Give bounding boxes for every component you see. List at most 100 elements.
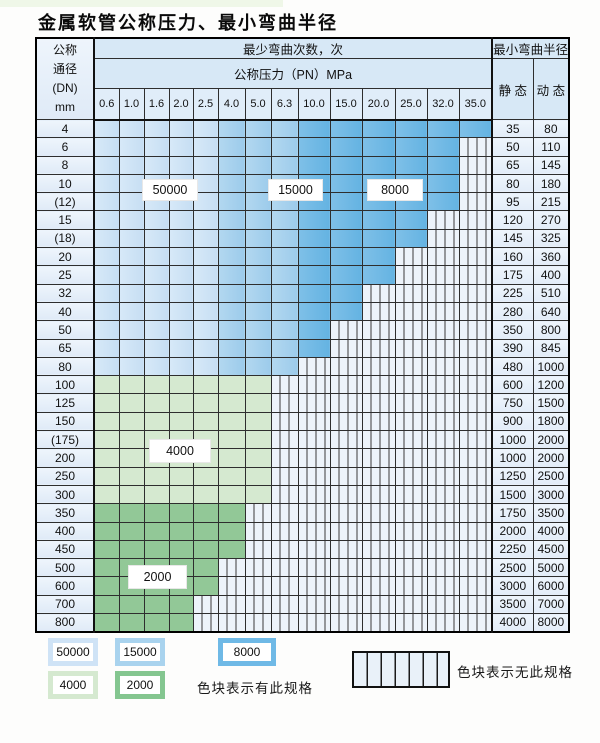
spec-cell: [143, 283, 170, 303]
spec-cell: [168, 356, 194, 377]
spec-cell: [329, 301, 363, 322]
static-radius-cell: 750: [491, 393, 534, 413]
spec-cell: [93, 521, 120, 541]
spec-cell: [426, 265, 460, 285]
spec-cell: [143, 137, 170, 157]
pn-header-cell: 15.0: [329, 88, 363, 121]
spec-cell: [329, 503, 363, 523]
pn-header-cell: 2.0: [168, 88, 194, 121]
spec-cell: [118, 137, 145, 157]
spec-cell: [168, 137, 194, 157]
spec-cell: [426, 137, 460, 157]
spec-cell: [143, 210, 170, 230]
spec-cell: [270, 594, 299, 615]
spec-cell: [118, 393, 145, 413]
cycles-label-50000: 50000: [143, 180, 197, 200]
spec-cell: [458, 118, 493, 139]
spec-cell: [244, 393, 272, 413]
spec-cell: [426, 356, 460, 377]
spec-cell: [458, 594, 493, 615]
spec-cell: [168, 228, 194, 249]
dn-cell: 100: [35, 375, 95, 395]
spec-cell: [426, 301, 460, 322]
table-row: (18) 145 325: [35, 228, 570, 249]
spec-cell: [426, 192, 460, 212]
spec-cell: [394, 503, 428, 523]
spec-cell: [329, 613, 363, 633]
spec-cell: [394, 484, 428, 505]
dynamic-radius-cell: 2000: [532, 430, 570, 450]
table-row: 80 480 1000: [35, 356, 570, 377]
spec-cell: [143, 301, 170, 322]
spec-cell: [458, 283, 493, 303]
cycles-label-4000: 4000: [150, 440, 210, 462]
spec-cell: [118, 173, 145, 194]
spec-cell: [426, 320, 460, 340]
spec-cell: [93, 155, 120, 175]
dynamic-radius-cell: 640: [532, 301, 570, 322]
spec-cell: [426, 411, 460, 432]
dynamic-radius-cell: 6000: [532, 576, 570, 596]
spec-cell: [192, 356, 219, 377]
pn-header-cell: 25.0: [394, 88, 428, 121]
dynamic-radius-cell: 7000: [532, 594, 570, 615]
spec-cell: [192, 393, 219, 413]
dn-cell: 10: [35, 173, 95, 194]
static-radius-cell: 1000: [491, 430, 534, 450]
spec-cell: [244, 466, 272, 486]
spec-cell: [394, 118, 428, 139]
spec-cell: [361, 411, 396, 432]
static-radius-cell: 600: [491, 375, 534, 395]
spec-cell: [143, 594, 170, 615]
spec-cell: [361, 521, 396, 541]
spec-cell: [217, 338, 246, 358]
spec-cell: [93, 247, 120, 267]
dynamic-radius-cell: 1200: [532, 375, 570, 395]
dn-cell: 200: [35, 448, 95, 468]
spec-cell: [426, 173, 460, 194]
spec-cell: [192, 466, 219, 486]
spec-cell: [244, 320, 272, 340]
dn-cell: 400: [35, 521, 95, 541]
spec-cell: [458, 265, 493, 285]
spec-cell: [217, 613, 246, 633]
spec-cell: [270, 430, 299, 450]
table-row: 700 3500 7000: [35, 594, 570, 615]
spec-cell: [244, 118, 272, 139]
spec-cell: [244, 448, 272, 468]
spec-cell: [270, 375, 299, 395]
spec-cell: [143, 375, 170, 395]
spec-cell: [297, 137, 331, 157]
table-row: 25 175 400: [35, 265, 570, 285]
spec-cell: [118, 247, 145, 267]
spec-cell: [458, 210, 493, 230]
spec-cell: [244, 265, 272, 285]
spec-cell: [244, 137, 272, 157]
spec-cell: [458, 247, 493, 267]
spec-cell: [297, 301, 331, 322]
spec-cell: [168, 283, 194, 303]
spec-cell: [118, 265, 145, 285]
spec-cell: [329, 448, 363, 468]
spec-cell: [426, 228, 460, 249]
pn-header-cell: 20.0: [361, 88, 396, 121]
spec-cell: [217, 466, 246, 486]
spec-cell: [329, 375, 363, 395]
spec-cell: [458, 320, 493, 340]
spec-cell: [192, 503, 219, 523]
spec-cell: [270, 210, 299, 230]
static-column-header: 静 态: [491, 58, 534, 120]
spec-cell: [217, 393, 246, 413]
spec-cell: [168, 539, 194, 560]
spec-cell: [118, 503, 145, 523]
spec-cell: [244, 283, 272, 303]
spec-cell: [270, 320, 299, 340]
spec-cell: [329, 539, 363, 560]
spec-cell: [329, 356, 363, 377]
dn-cell: 80: [35, 356, 95, 377]
table-row: 20 160 360: [35, 247, 570, 267]
dn-header-line: mm: [55, 100, 75, 114]
spec-cell: [168, 411, 194, 432]
spec-cell: [426, 430, 460, 450]
